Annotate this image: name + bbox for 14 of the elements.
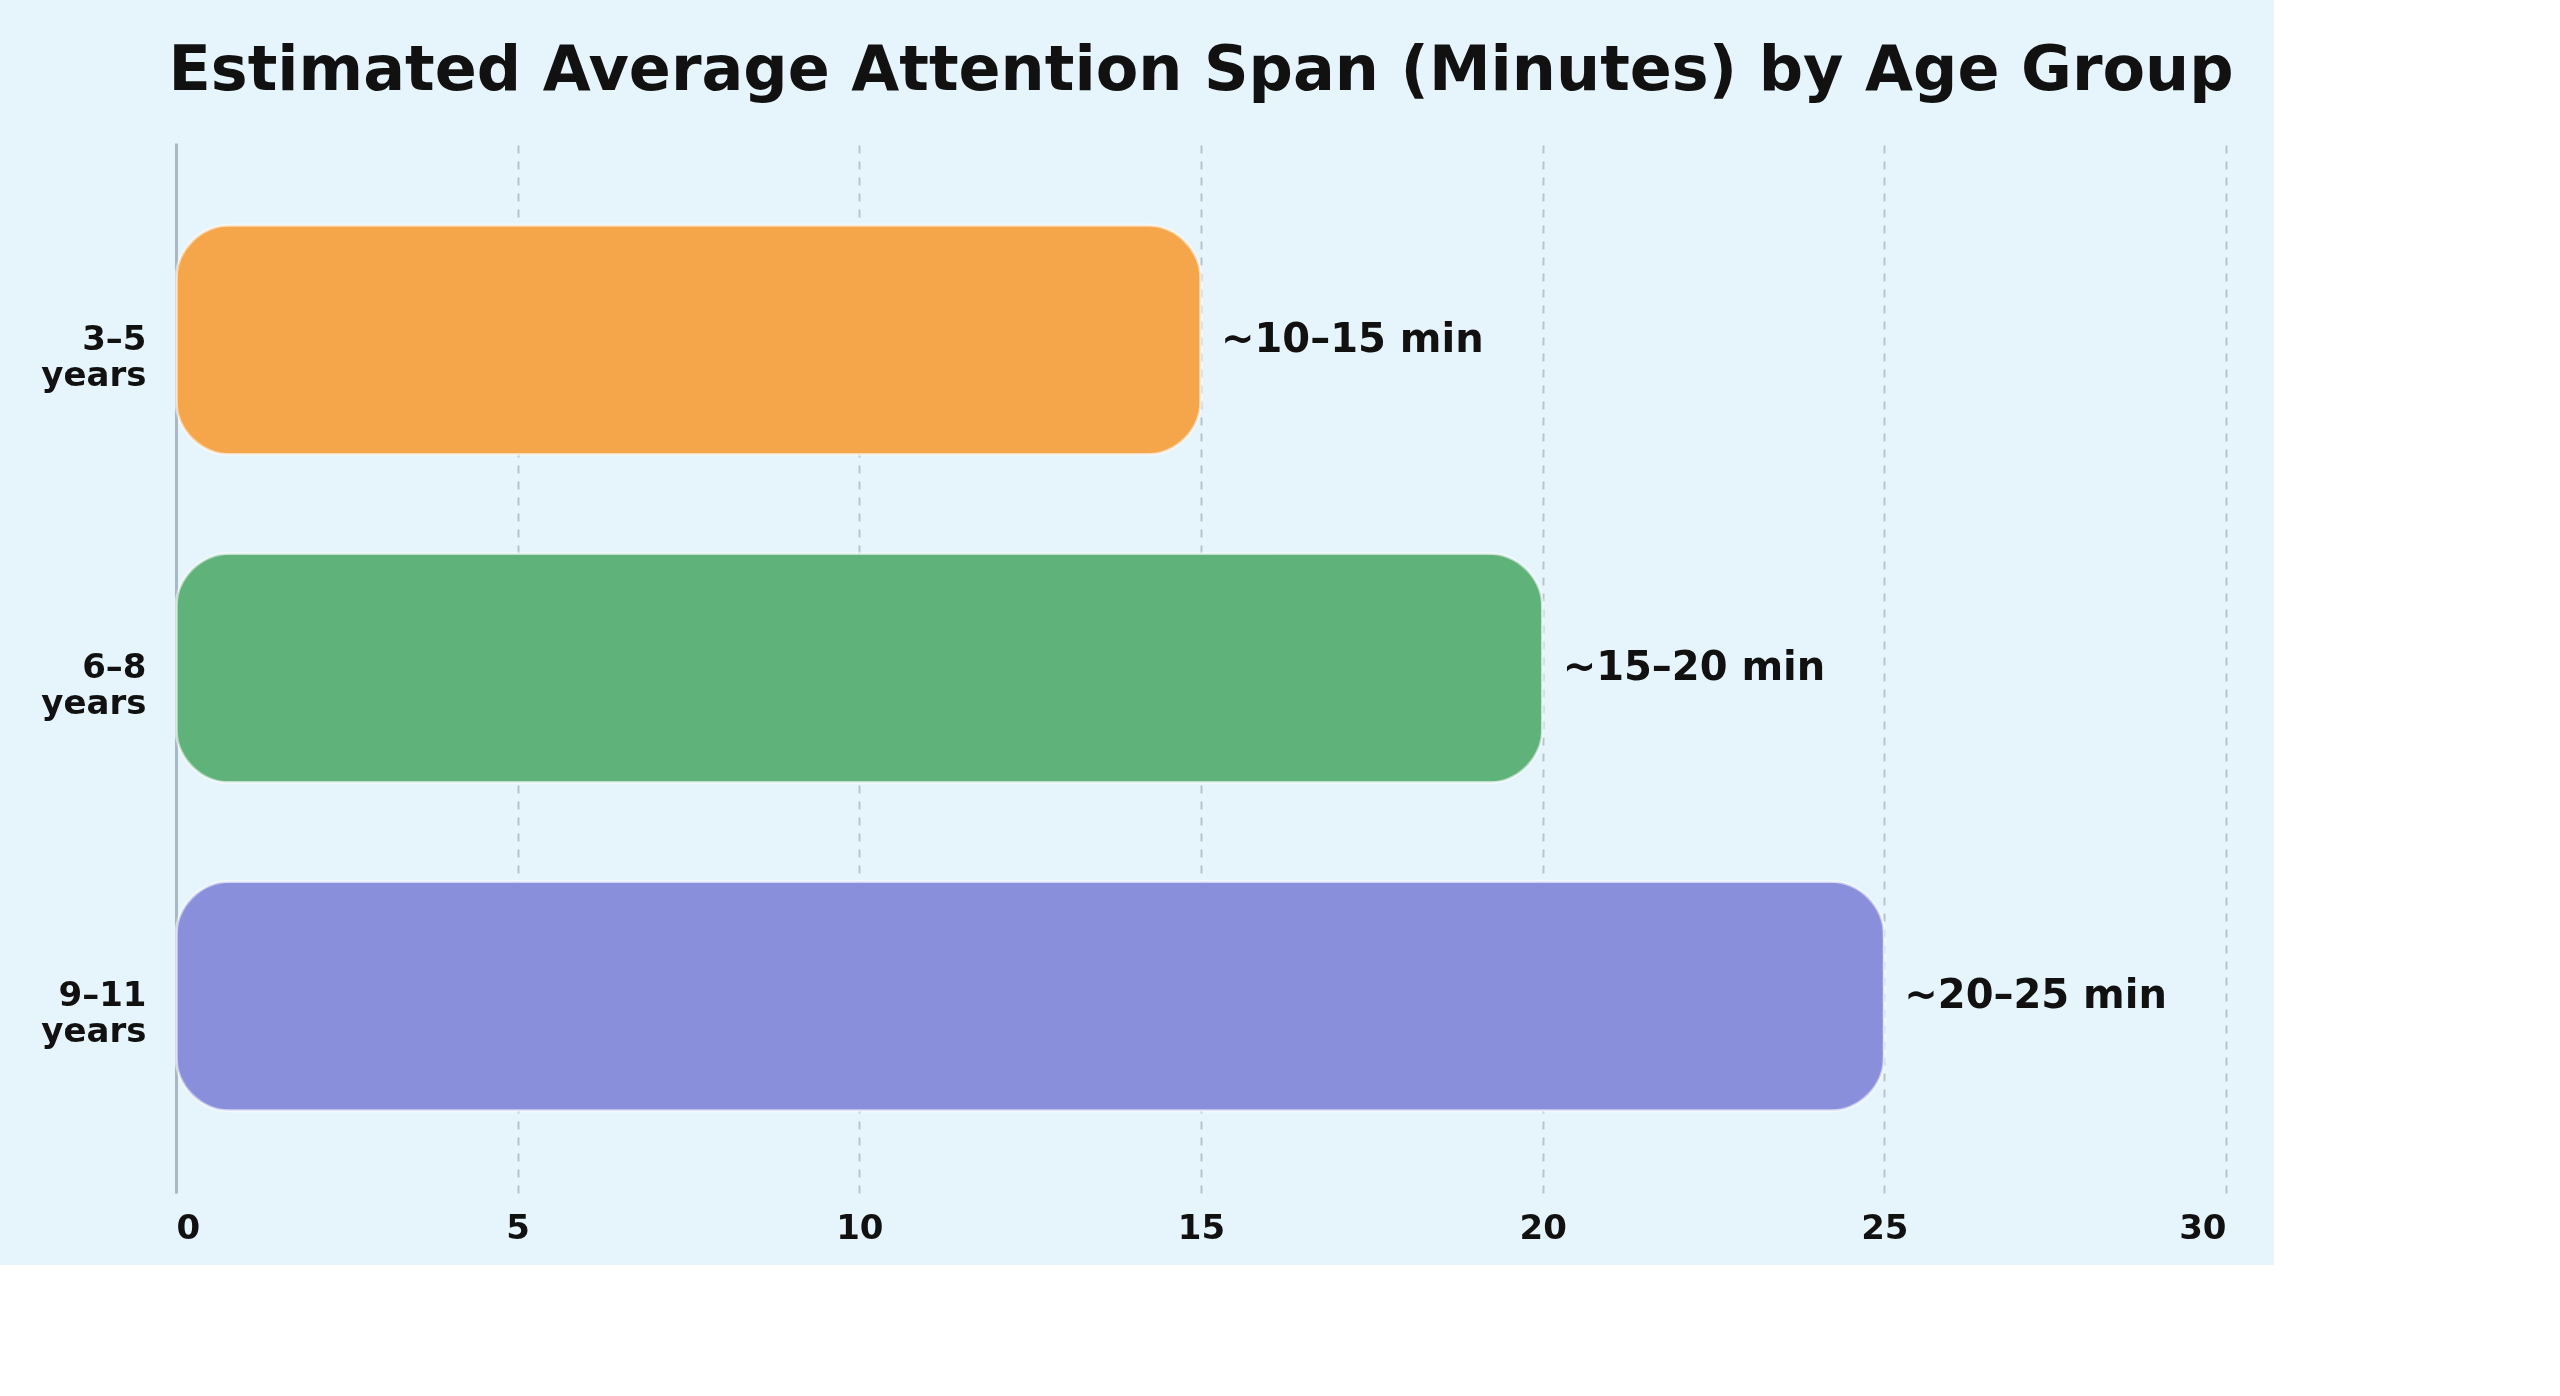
x-tick-label: 30 [2179, 1206, 2227, 1247]
x-tick-label: 20 [1519, 1206, 1567, 1247]
x-tick-label: 15 [1177, 1206, 1226, 1247]
data-label: ~20–25 min [1904, 971, 2167, 1018]
data-label: ~15–20 min [1562, 643, 1826, 689]
y-tick-label: 6–8 years [41, 646, 147, 722]
data-label: ~10–15 min [1221, 314, 1484, 361]
x-tick-label: 0 [176, 1206, 201, 1247]
x-tick-label: 25 [1861, 1206, 1909, 1247]
y-tick-label: 9–11 years [41, 974, 147, 1051]
y-tick-label: 3–5 years [41, 317, 147, 394]
chart-title: Estimated Average Attention Span (Minutes) by Age Group [168, 32, 2234, 105]
x-tick-label: 5 [506, 1206, 530, 1247]
x-tick-label: 10 [836, 1206, 884, 1247]
